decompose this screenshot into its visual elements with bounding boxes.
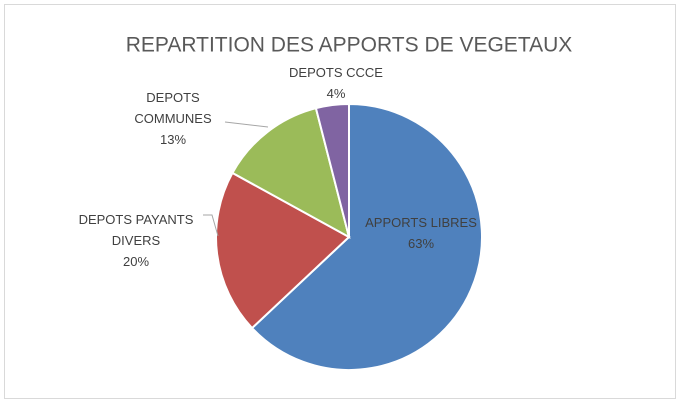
chart-title: REPARTITION DES APPORTS DE VEGETAUX [126,34,573,57]
value-label: 20% [122,254,150,269]
data-label: DEPOTS COMMUNES 13% [126,87,221,150]
pie [215,102,483,371]
category-label: DEPOTS COMMUNES [134,90,212,126]
pie-slice [250,102,483,371]
value-label: 13% [159,132,187,147]
leader-line [224,121,269,128]
category-label: DEPOTS PAYANTS DIVERS [78,212,194,248]
pie-slice [215,171,351,330]
data-label: APPORTS LIBRES 63% [346,212,496,254]
category-label: APPORTS LIBRES [365,215,477,230]
data-label: DEPOTS CCCE 4% [271,62,401,104]
value-label: 63% [407,236,435,251]
value-label: 4% [326,86,346,101]
pie-slice [314,102,350,238]
data-label: DEPOTS PAYANTS DIVERS 20% [66,209,206,272]
category-label: DEPOTS CCCE [289,65,383,80]
pie-slice [231,106,351,239]
leader-line [203,214,219,237]
